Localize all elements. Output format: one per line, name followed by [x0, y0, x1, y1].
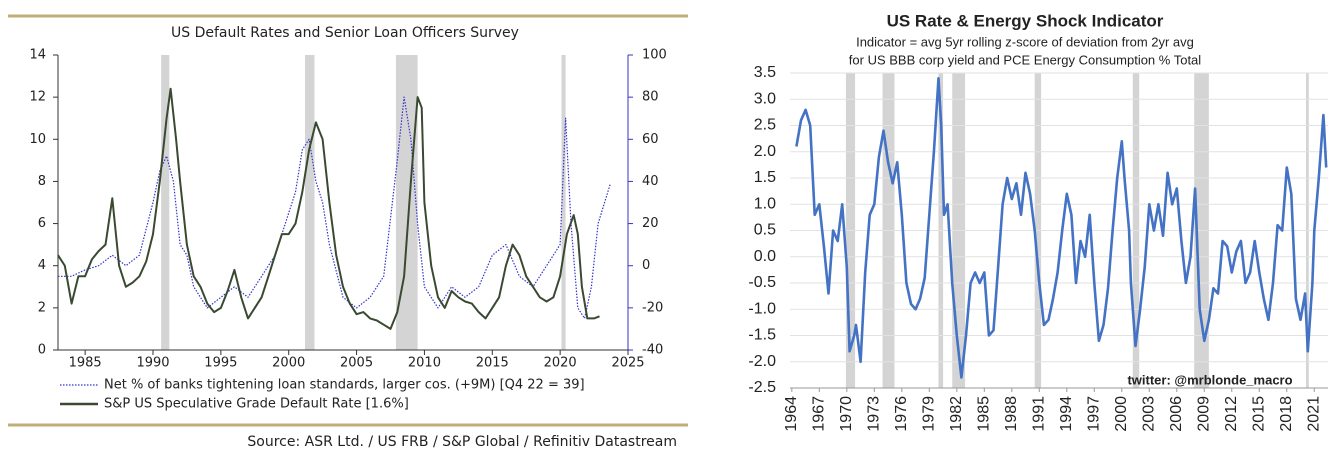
x-tick-label: 2020 [544, 356, 577, 371]
chart-subtitle: Indicator = avg 5yr rolling z-score of d… [856, 34, 1194, 49]
x-tick-label: 1970 [838, 396, 855, 432]
x-tick-label: 1990 [136, 356, 169, 371]
y-tick-label: 2.0 [754, 143, 776, 160]
recession-band [161, 55, 170, 350]
y2-tick-label: 60 [642, 132, 659, 147]
y-tick-label: -1.5 [748, 327, 776, 344]
x-tick-label: 1982 [948, 396, 965, 432]
x-tick-label: 2012 [1223, 396, 1240, 432]
x-tick-label: 1976 [893, 396, 910, 432]
x-tick-label: 2015 [476, 356, 509, 371]
x-tick-label: 2025 [611, 356, 644, 371]
x-tick-label: 1991 [1031, 396, 1048, 432]
y-tick-label: 0.5 [754, 222, 776, 239]
x-tick-label: 2021 [1305, 396, 1322, 432]
y2-tick-label: -40 [642, 343, 663, 358]
y-tick-label: 14 [29, 48, 46, 63]
x-tick-label: 2003 [1140, 396, 1157, 432]
y-tick-label: 2 [38, 300, 46, 315]
y-tick-label: 2.5 [754, 117, 776, 134]
x-tick-label: 1964 [783, 396, 800, 432]
legend-label: Net % of banks tightening loan standards… [104, 378, 585, 393]
y-tick-label: 4 [38, 258, 46, 273]
x-tick-label: 1985 [976, 396, 993, 432]
y-tick-label: -2.0 [748, 353, 776, 370]
legend-label: S&P US Speculative Grade Default Rate [1… [104, 397, 409, 412]
y-tick-label: -0.5 [748, 274, 776, 291]
chart: US Rate & Energy Shock Indicator Indicato… [748, 11, 1328, 432]
y-tick-label: 12 [29, 90, 46, 105]
x-tick-label: 2009 [1195, 396, 1212, 432]
x-tick-label: 2000 [1113, 396, 1130, 432]
chart-title: US Default Rates and Senior Loan Officer… [171, 25, 519, 41]
y-tick-label: 3.0 [754, 90, 776, 107]
recession-band [305, 55, 315, 350]
x-tick-label: 1985 [69, 356, 102, 371]
y-tick-label: 6 [38, 216, 46, 231]
series-line [795, 77, 1328, 379]
y-tick-label: 0 [38, 343, 46, 358]
series-line [57, 87, 600, 330]
y-tick-label: 1.0 [754, 195, 776, 212]
x-tick-label: 1967 [811, 396, 828, 432]
x-tick-label: 1979 [921, 396, 938, 432]
recession-band [561, 55, 566, 350]
y2-tick-label: 0 [642, 258, 650, 273]
y-tick-label: 0.0 [754, 248, 776, 265]
y2-tick-label: -20 [642, 300, 663, 315]
x-tick-label: 1995 [204, 356, 237, 371]
recession-band [395, 55, 418, 350]
series-line [58, 96, 611, 319]
annotation: twitter: @mrblonde_macro [1127, 372, 1292, 387]
x-tick-label: 2006 [1168, 396, 1185, 432]
y2-tick-label: 40 [642, 174, 659, 189]
y2-tick-label: 20 [642, 216, 659, 231]
x-tick-label: 2018 [1278, 396, 1295, 432]
chart: US Default Rates and Senior Loan Officer… [8, 14, 688, 450]
x-tick-label: 2015 [1250, 396, 1267, 432]
x-tick-label: 1997 [1086, 396, 1103, 432]
y-tick-label: 10 [29, 132, 46, 147]
y-tick-label: -1.0 [748, 300, 776, 317]
x-tick-label: 2010 [408, 356, 441, 371]
x-tick-label: 1988 [1003, 396, 1020, 432]
x-tick-label: 2000 [272, 356, 305, 371]
y2-tick-label: 100 [642, 48, 667, 63]
x-tick-label: 2005 [340, 356, 373, 371]
y-tick-label: 3.5 [754, 64, 776, 81]
y2-tick-label: 80 [642, 90, 659, 105]
chart-title: US Rate & Energy Shock Indicator [887, 11, 1164, 30]
x-tick-label: 1994 [1058, 396, 1075, 432]
source: Source: ASR Ltd. / US FRB / S&P Global /… [247, 434, 677, 450]
x-tick-label: 1973 [866, 396, 883, 432]
chart-subtitle: for US BBB corp yield and PCE Energy Con… [849, 52, 1201, 67]
y-tick-label: -2.5 [748, 379, 776, 396]
y-tick-label: 1.5 [754, 169, 776, 186]
y-tick-label: 8 [38, 174, 46, 189]
